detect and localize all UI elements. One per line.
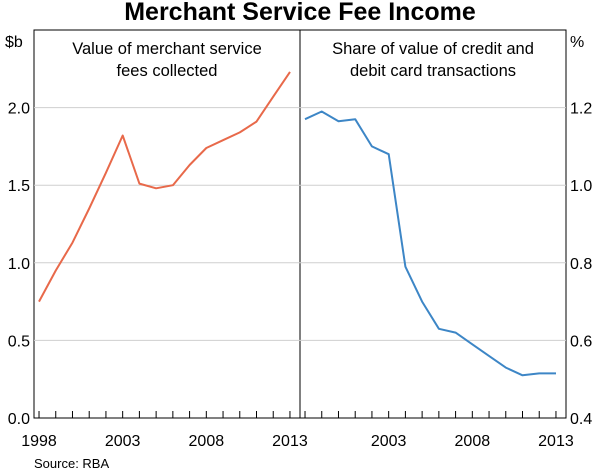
source-note: Source: RBA	[34, 456, 109, 471]
x-tick-label: 2013	[272, 433, 308, 450]
chart-title: Merchant Service Fee Income	[124, 0, 476, 26]
y-tick-label: 0.8	[570, 256, 592, 273]
series-line-card-share	[304, 110, 556, 377]
right-axis-unit: %	[570, 34, 584, 51]
y-tick-label: 0.4	[570, 411, 592, 428]
x-tick-label: 2003	[105, 433, 141, 450]
left-panel-label-line2: fees collected	[117, 62, 218, 80]
y-tick-label: 0.0	[8, 411, 30, 428]
left-y-tick-labels: 0.0 0.5 1.0 1.5 2.0	[8, 101, 30, 428]
y-tick-label: 1.0	[570, 178, 592, 195]
y-tick-label: 0.6	[570, 333, 592, 350]
left-panel-gridlines	[34, 107, 300, 341]
x-tick-label: 1998	[21, 433, 57, 450]
y-tick-label: 1.2	[570, 101, 592, 118]
right-panel-label-line2: debit card transactions	[350, 62, 516, 80]
y-tick-label: 0.5	[8, 333, 30, 350]
x-tick-labels: 1998 2003 2008 2013 2003 2008 2013	[21, 433, 574, 450]
y-tick-label: 1.5	[8, 178, 30, 195]
x-tick-label: 2013	[538, 433, 574, 450]
x-tick-label: 2008	[189, 433, 225, 450]
left-panel-label-line1: Value of merchant service	[72, 40, 262, 58]
right-panel-gridlines	[300, 107, 566, 341]
y-tick-label: 1.0	[8, 256, 30, 273]
series-line-merchant-fees	[38, 71, 291, 303]
left-axis-unit: $b	[5, 34, 23, 51]
y-tick-label: 2.0	[8, 101, 30, 118]
x-tick-label: 2003	[371, 433, 407, 450]
x-ticks	[38, 411, 557, 418]
right-panel-label-line1: Share of value of credit and	[332, 40, 534, 58]
x-tick-label: 2008	[455, 433, 491, 450]
right-y-tick-labels: 0.4 0.6 0.8 1.0 1.2	[570, 101, 592, 428]
